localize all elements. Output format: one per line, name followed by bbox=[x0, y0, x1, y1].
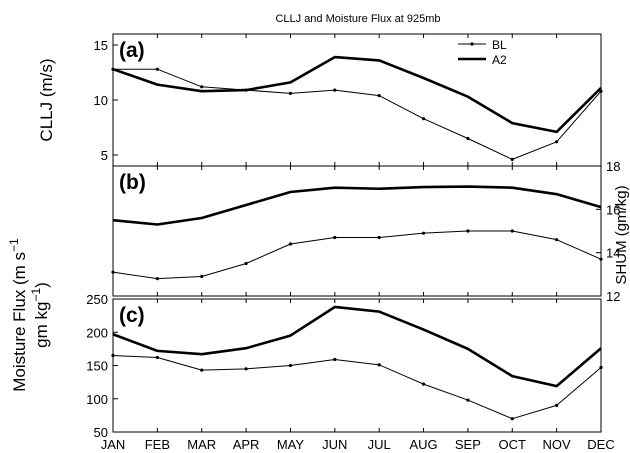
x-tick-label: MAR bbox=[187, 437, 216, 452]
data-point bbox=[111, 270, 115, 274]
series-line-bl bbox=[113, 68, 602, 160]
data-point bbox=[244, 367, 248, 371]
figure-title: CLLJ and Moisture Flux at 925mb bbox=[275, 13, 440, 25]
data-point bbox=[288, 242, 293, 246]
panel-3: (c) 50 100 150 200 250 Moisture Flux (m s−1gm … bbox=[7, 238, 615, 452]
data-point bbox=[377, 235, 381, 240]
data-point bbox=[599, 365, 603, 370]
y-tick-label: 250 bbox=[86, 292, 108, 307]
data-point bbox=[555, 140, 559, 144]
y-axis-title-line2: gm kg−1) bbox=[29, 282, 51, 348]
y-tick-label: 14 bbox=[606, 246, 620, 261]
data-point bbox=[466, 136, 470, 141]
data-point bbox=[599, 257, 603, 261]
data-point bbox=[155, 67, 159, 71]
y-tick-label: 150 bbox=[86, 359, 108, 374]
x-tick-label: FEB bbox=[145, 437, 170, 452]
data-point bbox=[288, 91, 293, 95]
data-point bbox=[421, 231, 426, 235]
y-tick-label: 5 bbox=[101, 148, 108, 163]
x-tick-label: APR bbox=[233, 437, 260, 452]
plot-frame bbox=[112, 165, 602, 297]
y-tick-label: 10 bbox=[94, 93, 108, 108]
data-point bbox=[333, 235, 337, 240]
x-tick-label: MAY bbox=[277, 437, 305, 452]
panel-label: (c) bbox=[119, 304, 145, 327]
data-point bbox=[466, 229, 470, 233]
y-tick-label: 100 bbox=[86, 392, 108, 407]
data-point bbox=[466, 398, 470, 402]
series-line-bl bbox=[112, 355, 602, 420]
x-tick-label: SEP bbox=[455, 437, 481, 452]
series-line-a2 bbox=[112, 55, 602, 134]
x-tick-label: JUL bbox=[368, 437, 391, 452]
data-point bbox=[244, 261, 248, 266]
plot-frame bbox=[112, 33, 602, 167]
data-point bbox=[377, 363, 381, 367]
y-tick-label: 18 bbox=[606, 159, 620, 174]
series-line-a2 bbox=[112, 305, 602, 388]
data-point bbox=[377, 94, 381, 98]
y-tick-label: 200 bbox=[86, 325, 108, 340]
y-tick-label: 50 bbox=[94, 425, 108, 440]
x-tick-label: JAN bbox=[101, 437, 126, 452]
legend-marker-bl bbox=[470, 42, 474, 46]
data-point bbox=[555, 238, 559, 242]
data-point bbox=[510, 229, 514, 233]
data-point bbox=[200, 368, 204, 372]
data-point bbox=[510, 157, 514, 161]
legend-label-bl: BL bbox=[492, 38, 507, 52]
data-point bbox=[555, 403, 559, 407]
panel-label: (b) bbox=[119, 171, 146, 194]
data-point bbox=[333, 357, 337, 362]
y-axis-title: SHUM (gm/kg) bbox=[613, 185, 630, 284]
data-point bbox=[288, 363, 293, 368]
x-tick-label: NOV bbox=[543, 437, 572, 452]
series-line-a2 bbox=[112, 185, 602, 226]
panel-2: (b) 12 14 16 18 SHUM (gm/kg) bbox=[111, 159, 630, 304]
data-point bbox=[155, 277, 159, 281]
x-tick-label: DEC bbox=[587, 437, 614, 452]
series-line-bl bbox=[112, 230, 602, 280]
y-axis-title-line1: Moisture Flux (m s−1 bbox=[7, 238, 29, 392]
legend-label-a2: A2 bbox=[492, 53, 507, 67]
data-point bbox=[200, 274, 204, 279]
x-tick-label: JUN bbox=[322, 437, 347, 452]
data-point bbox=[155, 355, 159, 360]
data-point bbox=[200, 85, 204, 89]
y-tick-label: 16 bbox=[606, 202, 620, 217]
data-point bbox=[111, 353, 115, 358]
data-point bbox=[510, 417, 514, 421]
y-axis-title: CLLJ (m/s) bbox=[37, 58, 56, 141]
data-point bbox=[421, 382, 426, 386]
x-tick-label: AUG bbox=[409, 437, 437, 452]
y-tick-label: 15 bbox=[94, 38, 108, 53]
data-point bbox=[333, 88, 337, 92]
y-tick-label: 12 bbox=[606, 289, 620, 304]
data-point bbox=[421, 117, 426, 121]
x-tick-label: OCT bbox=[499, 437, 527, 452]
panel-label: (a) bbox=[119, 39, 145, 62]
